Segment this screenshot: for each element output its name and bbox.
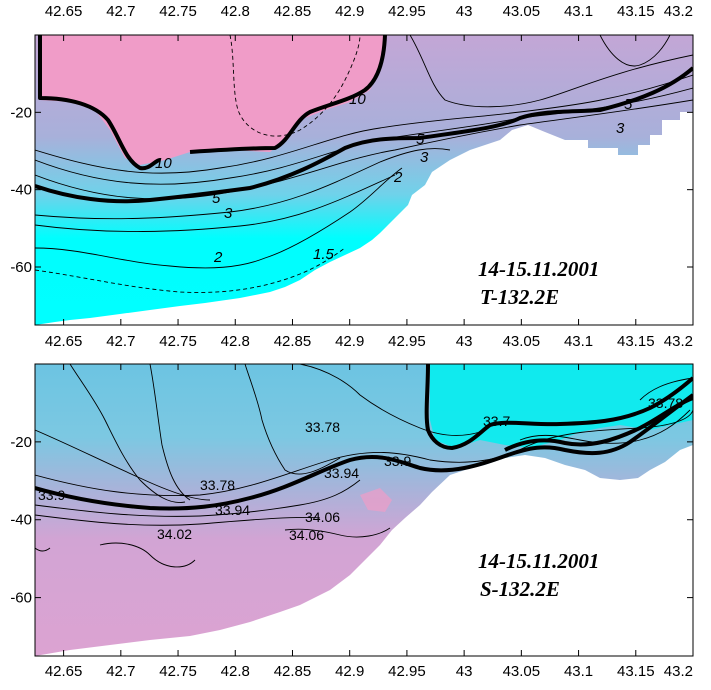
salinity-thick-contours	[35, 364, 693, 511]
contour-label: 34.06	[289, 527, 324, 543]
x-tick-label: 42.65	[45, 3, 83, 20]
x-tick-label: 43.1	[564, 663, 593, 680]
contour-label: 5	[212, 190, 221, 207]
salty-patch	[360, 488, 392, 512]
x-tick-label: 43.15	[617, 663, 655, 680]
salinity-panel: 33.78 33.78 33.78 33.7 33.9 33.9 33.94 3…	[34, 363, 694, 657]
contour-label: 3	[224, 205, 233, 222]
x-tick-label: 43	[456, 3, 473, 20]
x-tick-label: 42.65	[45, 333, 83, 350]
contour-label: 33.94	[324, 465, 359, 481]
x-tick-label: 43.05	[503, 3, 541, 20]
x-tick-label: 42.85	[274, 333, 312, 350]
x-tick-label: 43.1	[564, 333, 593, 350]
contour-label: 33.7	[483, 413, 510, 429]
y-tick-label: -60	[10, 590, 32, 607]
x-tick-label: 42.95	[388, 333, 426, 350]
x-tick-label: 43.2	[664, 333, 693, 350]
contour-label: 33.78	[200, 477, 235, 493]
contour-label: 2	[213, 249, 223, 266]
x-tick-label: 43.1	[564, 3, 593, 20]
y-tick-label: -40	[10, 182, 32, 199]
x-tick-label: 42.75	[159, 333, 197, 350]
contour-label: 5	[416, 131, 425, 148]
x-tick-label: 42.65	[45, 663, 83, 680]
contour-label: 1.5	[313, 246, 335, 263]
fresh-surface	[430, 364, 693, 448]
x-tick-label: 42.8	[221, 333, 250, 350]
contour-label: 33.9	[38, 487, 65, 503]
x-tick-label: 42.8	[221, 663, 250, 680]
temperature-thick-contours	[35, 35, 693, 204]
x-tick-label: 43.15	[617, 333, 655, 350]
x-tick-label: 43.05	[503, 333, 541, 350]
contour-label: 33.78	[648, 395, 683, 411]
contour-label: 33.94	[215, 502, 250, 518]
y-tick-label: -20	[10, 434, 32, 451]
x-tick-label: 42.95	[388, 663, 426, 680]
salinity-field: 33.78 33.78 33.78 33.7 33.9 33.9 33.94 3…	[35, 364, 693, 656]
y-tick-label: -40	[10, 512, 32, 529]
contour-label: 5	[624, 96, 633, 113]
x-tick-label: 43.05	[503, 663, 541, 680]
x-tick-label: 43	[456, 333, 473, 350]
salinity-contour-labels: 33.78 33.78 33.78 33.7 33.9 33.9 33.94 3…	[38, 395, 683, 543]
temperature-section-label: T-132.2E	[480, 285, 559, 309]
x-tick-label: 43.15	[617, 3, 655, 20]
x-tick-label: 43.2	[664, 663, 693, 680]
salinity-date-label: 14-15.11.2001	[478, 549, 599, 573]
contour-label: 34.06	[305, 509, 340, 525]
x-tick-label: 42.7	[106, 333, 135, 350]
x-tick-label: 42.9	[335, 333, 364, 350]
warm-core	[40, 35, 385, 165]
x-tick-label: 42.7	[106, 3, 135, 20]
contour-label: 33.78	[305, 419, 340, 435]
temperature-contour-labels: 10 10 5 5 5 3 3 3 2 2 1.5	[155, 91, 633, 266]
temperature-field: 10 10 5 5 5 3 3 3 2 2 1.5	[35, 35, 693, 325]
temperature-panel: 10 10 5 5 5 3 3 3 2 2 1.5 14-15.11.2001 …	[34, 34, 694, 326]
x-tick-label: 42.95	[388, 3, 426, 20]
x-tick-label: 42.8	[221, 3, 250, 20]
contour-label: 34.02	[157, 526, 192, 542]
x-tick-label: 42.9	[335, 3, 364, 20]
y-tick-label: -20	[10, 104, 32, 121]
contour-label: 33.9	[384, 453, 411, 469]
contour-label: 3	[420, 149, 429, 166]
axes: 42.6542.6542.742.742.7542.7542.842.842.8…	[10, 3, 694, 680]
temperature-date-label: 14-15.11.2001	[478, 257, 599, 281]
x-tick-label: 42.85	[274, 663, 312, 680]
contour-label: 2	[393, 169, 403, 186]
x-tick-label: 42.85	[274, 3, 312, 20]
salinity-plot-frame	[34, 363, 694, 657]
x-tick-label: 42.75	[159, 3, 197, 20]
contour-label: 10	[155, 155, 172, 172]
x-tick-label: 43.2	[664, 3, 693, 20]
salinity-thin-contours	[35, 364, 693, 568]
x-tick-label: 42.9	[335, 663, 364, 680]
salinity-section-label: S-132.2E	[480, 577, 560, 601]
x-tick-label: 42.75	[159, 663, 197, 680]
y-tick-label: -60	[10, 259, 32, 276]
contour-label: 10	[349, 91, 366, 108]
x-tick-label: 43	[456, 663, 473, 680]
x-tick-label: 42.7	[106, 663, 135, 680]
contour-label: 3	[616, 120, 625, 137]
temperature-plot-frame	[34, 34, 694, 326]
